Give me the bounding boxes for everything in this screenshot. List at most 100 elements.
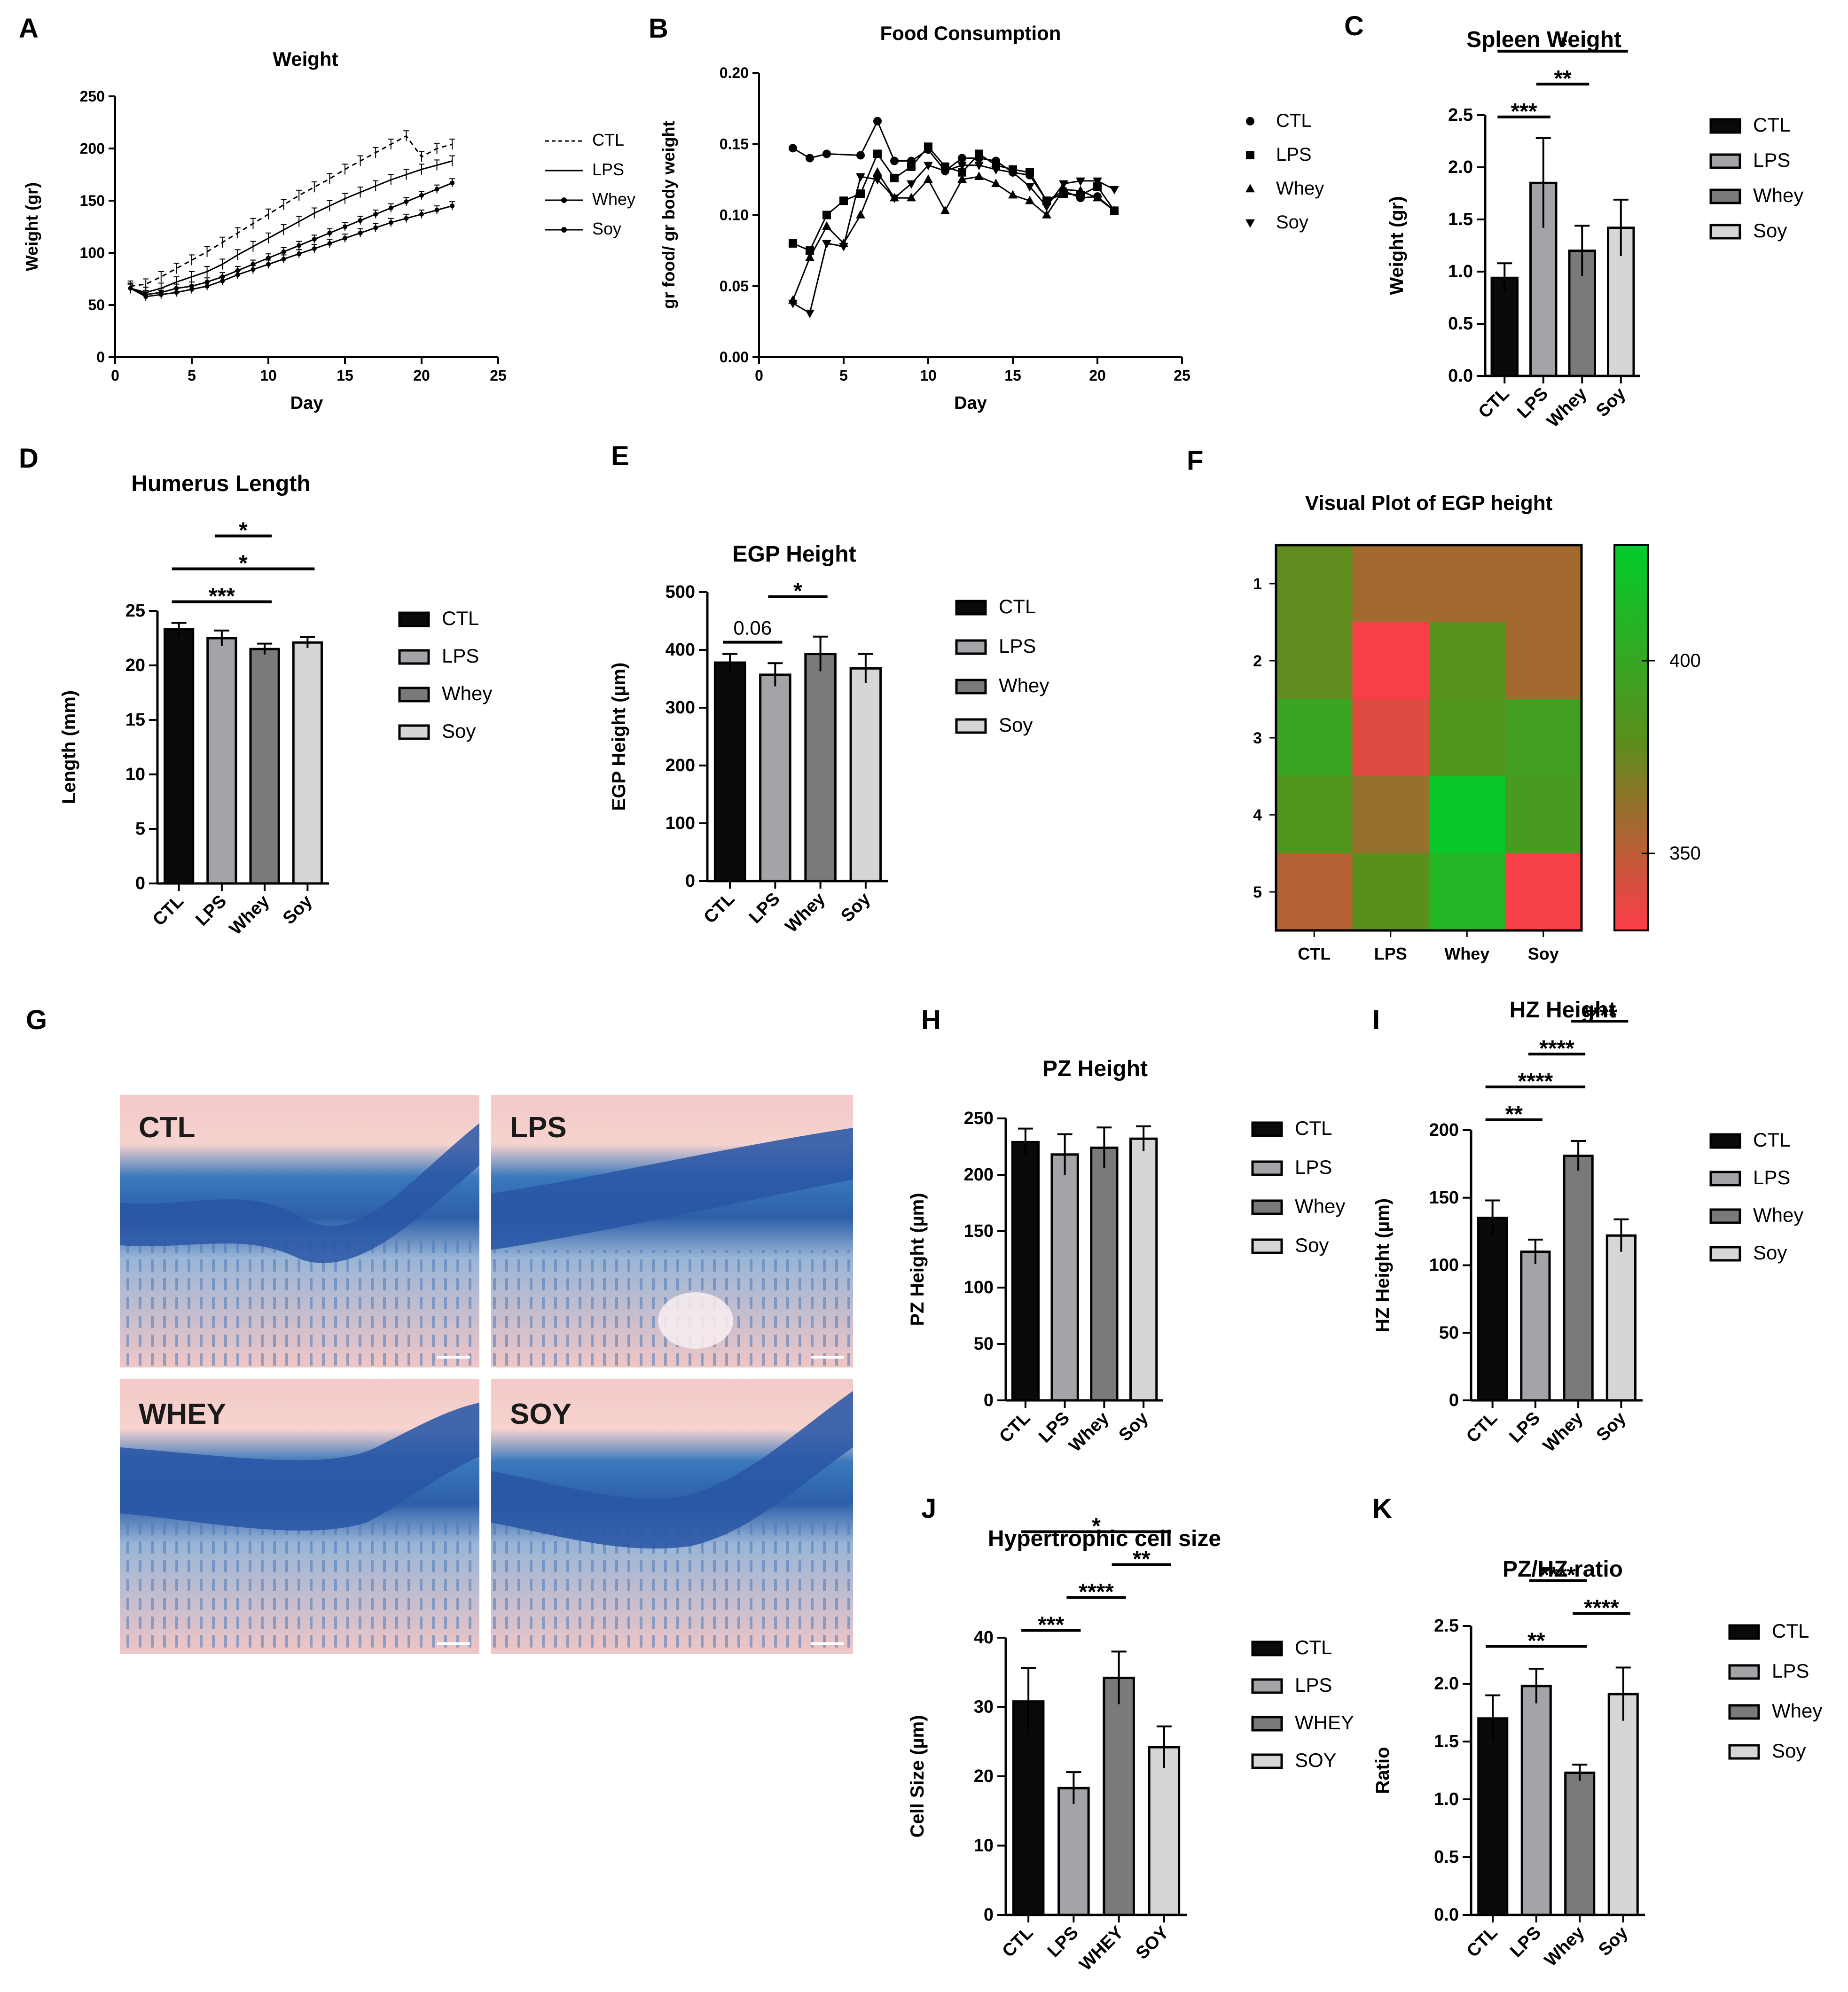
histology-image-soy: SOY [491, 1379, 853, 1654]
legend-label-ctl: CTL [1753, 114, 1790, 136]
y-tick-label: 500 [666, 582, 695, 602]
data-point-soy [281, 257, 286, 262]
chart-title: EGP Height [732, 542, 856, 567]
data-point-ctl [873, 117, 882, 125]
x-tick-label-lps: LPS [1506, 1923, 1545, 1961]
legend-label-soy: SOY [1295, 1749, 1337, 1771]
y-tick-label: 1.0 [1448, 262, 1473, 281]
data-point-whey [1093, 193, 1102, 202]
food-consumption-line-chart: Food Consumption 0.00 0.05 0.10 0.15 0.20 gr f… [659, 22, 1324, 413]
bar-soy [849, 667, 882, 883]
y-tick-label: 0.0 [1434, 1905, 1459, 1925]
data-point-lps [890, 173, 899, 182]
data-point-whey [1110, 205, 1119, 214]
data-point-soy [873, 176, 882, 185]
row-label: 4 [1253, 806, 1262, 824]
histology-image-ctl: CTL [120, 1095, 479, 1367]
histology-label-soy: SOY [510, 1398, 572, 1430]
data-point-lps [1093, 182, 1102, 191]
significance-label: ** [1554, 66, 1572, 91]
y-tick-label: 0 [984, 1390, 994, 1410]
panel-label-i: I [1372, 1005, 1380, 1035]
data-point-whey [419, 193, 424, 198]
data-point-ctl [890, 156, 899, 165]
bar-soy [1129, 1137, 1158, 1402]
data-point-whey [1025, 195, 1034, 204]
heatmap-cell [1505, 545, 1582, 623]
legend-label-soy: Soy [1753, 219, 1787, 242]
heatmap-cell [1352, 776, 1429, 854]
data-point-whey [805, 252, 814, 261]
chart-title: Visual Plot of EGP height [1305, 492, 1553, 515]
heatmap-cell [1505, 699, 1582, 777]
data-point-soy [450, 203, 455, 209]
data-point-lps [856, 189, 865, 198]
panel-label-g: G [26, 1005, 47, 1035]
histology-label-lps: LPS [510, 1111, 567, 1144]
data-point-soy [940, 167, 950, 176]
x-tick-label-soy: Soy [1592, 384, 1629, 421]
heatmap-cell [1352, 699, 1429, 777]
chart-title: Humerus Length [131, 471, 310, 496]
y-tick-label: 0.5 [1448, 314, 1473, 334]
legend-label-soy: Soy [592, 219, 621, 238]
heatmap-cell [1429, 853, 1505, 931]
data-point-whey [343, 224, 347, 229]
significance-label: **** [1582, 1003, 1617, 1028]
x-tick-label: 15 [337, 367, 353, 384]
data-point-ctl [958, 154, 966, 163]
legend-swatch-ctl [1728, 1624, 1760, 1640]
heatmap-cell [1505, 622, 1582, 700]
egp-height-bar-chart: EGP Height 0 100 200 300 400 500 EGP Height (µm… [609, 542, 1049, 937]
data-point-soy [434, 207, 439, 212]
significance-label: * [1092, 1514, 1101, 1539]
data-point-lps [789, 239, 797, 248]
legend-label-soy: Soy [1772, 1740, 1806, 1762]
y-axis-label: HZ Height (µm) [1372, 1198, 1393, 1332]
bar-lps [1520, 1250, 1551, 1402]
legend-label-ctl: CTL [592, 130, 624, 149]
x-tick-label-lps: LPS [745, 889, 784, 928]
x-axis-label: Day [290, 393, 323, 413]
histology-label-ctl: CTL [139, 1111, 196, 1144]
data-point-whey [358, 218, 363, 223]
data-point-whey [388, 205, 393, 211]
x-tick-label-soy: Soy [279, 891, 316, 929]
x-tick-label: 5 [839, 367, 848, 384]
legend-label-soy: Soy [1295, 1234, 1329, 1256]
x-tick-label-whey: Whey [1065, 1408, 1112, 1456]
significance-label: ** [1505, 1102, 1523, 1127]
legend-swatch-lps [398, 649, 430, 665]
bar-whey [1564, 1771, 1596, 1916]
data-point-lps [1026, 168, 1034, 177]
panel-label-e: E [611, 441, 629, 471]
data-point-whey [404, 199, 409, 204]
legend-label-lps: LPS [1772, 1660, 1809, 1682]
legend-swatch-ctl [398, 611, 430, 627]
bar-soy [1148, 1746, 1181, 1916]
significance-label: ** [1133, 1547, 1151, 1572]
x-tick-label: 0 [755, 367, 763, 384]
data-point-ctl [806, 154, 814, 163]
legend-swatch-whey [1709, 188, 1741, 204]
legend-swatch-soy [398, 724, 430, 740]
x-tick-label-lps: LPS [192, 891, 230, 930]
y-axis-label: gr food/ gr body weight [659, 121, 678, 309]
data-point-soy [343, 235, 347, 241]
y-tick-label: 0 [984, 1905, 994, 1925]
histology-label-whey: WHEY [139, 1398, 226, 1430]
pz-height-bar-chart: PZ Height 0 50 100 150 200 250 PZ Height (µm) CT… [907, 1056, 1345, 1456]
row-label: 2 [1253, 652, 1262, 670]
legend-label-soy: Soy [1753, 1242, 1787, 1264]
legend-label-lps: LPS [1276, 144, 1312, 165]
legend-swatch-lps [1709, 1171, 1741, 1187]
data-point-soy [957, 162, 967, 171]
data-point-whey [940, 205, 950, 214]
bar-ctl [713, 661, 746, 883]
x-tick-label-soy: Soy [1593, 1408, 1630, 1445]
chart-title: Food Consumption [880, 22, 1061, 44]
significance-label: **** [1518, 1069, 1553, 1094]
data-point-soy [128, 286, 133, 291]
y-tick-label: 250 [964, 1109, 994, 1128]
y-tick-label: 0.0 [1448, 366, 1473, 386]
